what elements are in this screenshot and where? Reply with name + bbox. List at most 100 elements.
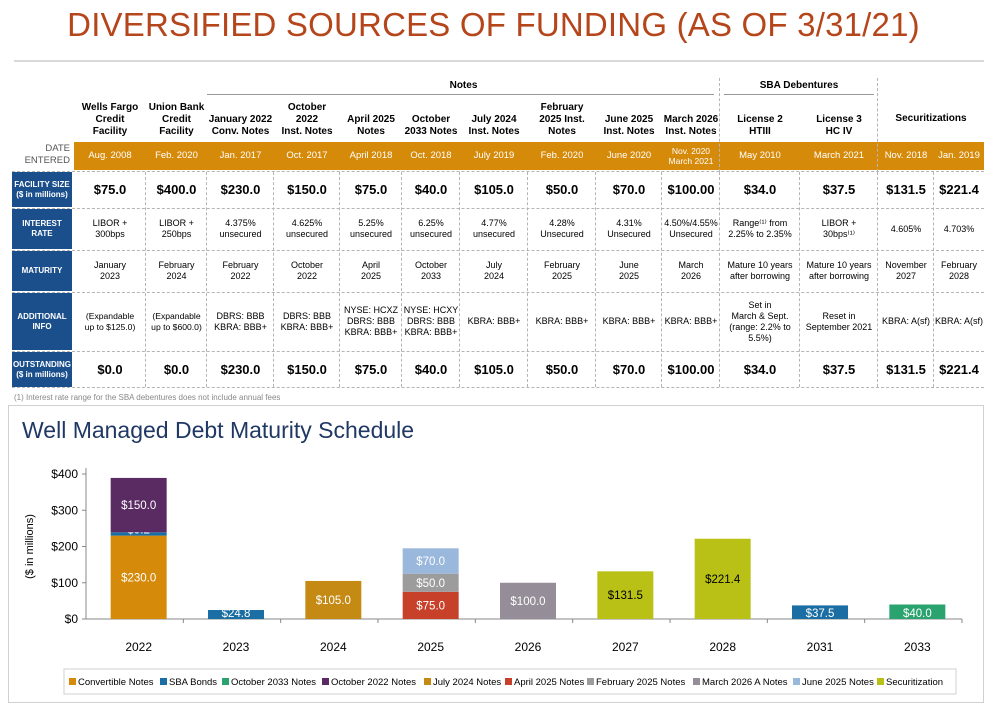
date-entered: Jan. 2017 (219, 150, 262, 161)
additional-info: DBRS: BBB KBRA: BBB+ (214, 310, 267, 332)
date-entered: June 2020 (606, 150, 652, 161)
facility-size: $400.0 (156, 181, 197, 197)
bar-february-2025-notes (402, 573, 459, 592)
facility-size: $221.4 (939, 181, 979, 197)
date-entered: Feb. 2020 (540, 150, 584, 161)
group-header-sba: SBA Debentures (759, 80, 839, 91)
bar-securitization (694, 538, 751, 619)
y-tick-label: $100 (51, 576, 78, 590)
legend-entry: Securitization (886, 677, 943, 688)
col-divider (661, 172, 662, 387)
maturity: October 2022 (290, 260, 323, 281)
legend-swatch (877, 678, 884, 685)
bar-data-label: $50.0 (416, 578, 445, 590)
chart-title: Well Managed Debt Maturity Schedule (22, 417, 415, 443)
col-divider (933, 172, 934, 387)
bar-march-2026-a-notes (500, 582, 556, 619)
col-header: February 2025 Inst. Notes (539, 102, 585, 137)
x-tick-label: 2028 (709, 640, 736, 654)
bar-data-label: $40.0 (903, 608, 932, 620)
col-divider (527, 172, 528, 387)
col-header: October 2033 Notes (404, 114, 458, 137)
outstanding: $105.0 (474, 361, 514, 377)
row-divider (12, 292, 984, 293)
interest-rate: LIBOR + 300bps (92, 218, 128, 239)
y-tick-label: $200 (51, 540, 78, 554)
group-underline-sba (724, 94, 874, 95)
date-entered: Feb. 2020 (155, 150, 198, 161)
group-divider (877, 78, 878, 172)
outstanding: $221.4 (939, 361, 979, 377)
page-title: DIVERSIFIED SOURCES OF FUNDING (AS OF 3/… (67, 6, 920, 43)
interest-rate: 4.31% Unsecured (607, 218, 651, 239)
row-divider (12, 387, 984, 388)
additional-info: Reset in September 2021 (805, 310, 873, 332)
facility-size: $105.0 (474, 181, 514, 197)
interest-rate: 4.605% (890, 223, 922, 234)
bar-securitization (597, 571, 654, 619)
maturity: February 2024 (158, 260, 195, 281)
x-tick-label: 2022 (125, 640, 152, 654)
facility-size: $70.0 (612, 181, 646, 197)
bar-data-label: $105.0 (316, 595, 351, 607)
x-tick-label: 2031 (807, 640, 834, 654)
legend-entry: June 2025 Notes (802, 677, 874, 688)
interest-rate: LIBOR + 250bps (159, 218, 194, 239)
row-divider (12, 351, 984, 352)
bar-july-2024-notes (305, 580, 362, 619)
outstanding: $50.0 (545, 361, 579, 377)
legend-swatch (69, 678, 76, 685)
maturity: February 2028 (940, 260, 977, 281)
date-entered: Nov. 2018 (884, 150, 928, 161)
legend-entry: SBA Bonds (169, 677, 217, 688)
legend-entry: April 2025 Notes (514, 677, 584, 688)
date-entered: Oct. 2018 (410, 150, 452, 161)
group-header-notes: Notes (449, 80, 478, 91)
col-header: January 2022 Conv. Notes (208, 114, 273, 137)
date-entered: Nov. 2020 March 2021 (668, 146, 714, 166)
date-entered: April 2018 (349, 150, 393, 161)
bar-data-label: $221.4 (705, 574, 741, 586)
date-entered: Aug. 2008 (88, 150, 132, 161)
row-label-outstanding: OUTSTANDING ($ in millions) (12, 352, 72, 387)
col-divider (595, 172, 596, 387)
additional-info: KBRA: BBB+ (467, 316, 521, 326)
col-divider (459, 172, 460, 387)
interest-rate: 4.703% (943, 223, 975, 234)
bar-data-label: $131.5 (608, 590, 643, 602)
maturity: November 2027 (885, 260, 927, 281)
maturity: October 2033 (414, 260, 447, 281)
row-label-additional-info: ADDITIONAL INFO (12, 293, 72, 350)
additional-info: NYSE: HCXZ DBRS: BBB KBRA: BBB+ (343, 305, 398, 337)
outstanding: $75.0 (354, 361, 388, 377)
interest-rate: LIBOR + 30bps⁽¹⁾ (821, 218, 857, 239)
bar-october-2033-notes (889, 604, 946, 619)
x-tick-label: 2026 (515, 640, 542, 654)
col-header: October 2022 Inst. Notes (281, 102, 333, 137)
interest-rate: 6.25% unsecured (409, 218, 453, 239)
title-divider (14, 60, 984, 62)
group-header-securitizations: Securitizations (895, 113, 967, 124)
maturity: Mature 10 years after borrowing (806, 260, 872, 281)
interest-rate: 4.77% unsecured (472, 218, 516, 239)
interest-rate: 4.50%/4.55% Unsecured (664, 218, 718, 239)
chart-panel (8, 405, 984, 703)
maturity: February 2025 (543, 260, 580, 281)
row-divider (12, 171, 984, 172)
col-header: License 3 HC IV (816, 114, 862, 137)
col-divider (145, 172, 146, 387)
legend-entry: October 2033 Notes (231, 677, 316, 688)
interest-rate: Range⁽¹⁾ from 2.25% to 2.35% (728, 218, 792, 239)
date-entered-label: DATE ENTERED (24, 143, 70, 166)
facility-size: $131.5 (886, 181, 926, 197)
date-entered: Jan. 2019 (938, 150, 980, 161)
legend-swatch (793, 678, 800, 685)
bar-june-2025-notes (402, 548, 459, 574)
col-header: July 2024 Inst. Notes (468, 114, 520, 137)
maturity: Mature 10 years after borrowing (727, 260, 793, 281)
outstanding: $40.0 (414, 361, 448, 377)
col-divider (719, 172, 720, 387)
additional-info: DBRS: BBB KBRA: BBB+ (280, 310, 334, 332)
bar-convertible-notes (110, 535, 167, 619)
maturity: February 2022 (222, 260, 259, 281)
